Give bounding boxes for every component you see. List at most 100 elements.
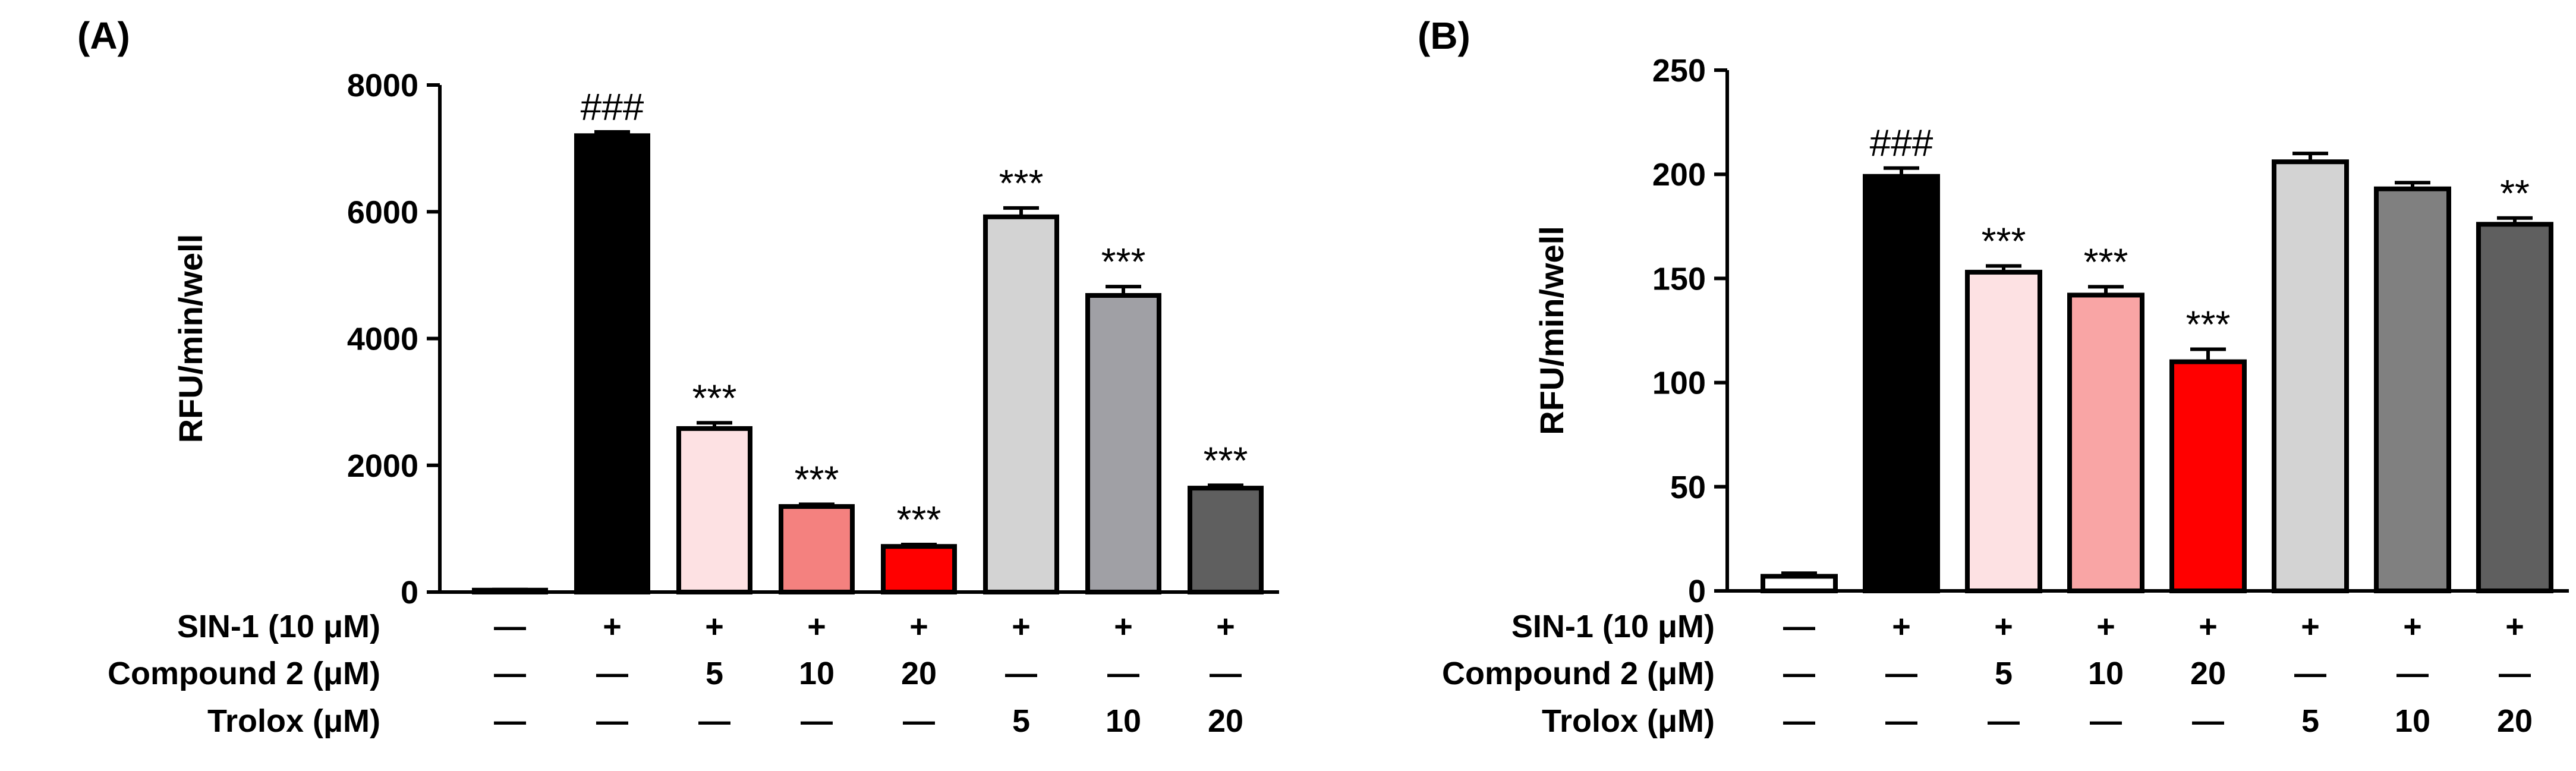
- bar: [1085, 292, 1161, 594]
- condition-cell: —: [903, 703, 935, 739]
- condition-cell: 5: [1995, 656, 2013, 691]
- condition-cell: —: [596, 656, 628, 691]
- condition-cell: +: [2505, 609, 2524, 644]
- bar: [2169, 359, 2247, 593]
- condition-cell: —: [1210, 656, 1242, 691]
- condition-cell: +: [909, 609, 928, 644]
- condition-cell: +: [1892, 609, 1911, 644]
- bar: [881, 544, 957, 594]
- y-tick-label: 50: [1670, 470, 1706, 505]
- bar: [983, 214, 1059, 594]
- condition-cell: +: [603, 609, 622, 644]
- y-axis-label: RFU/min/well: [1533, 226, 1570, 435]
- bar: [2067, 292, 2144, 593]
- condition-cell: 10: [1106, 703, 1141, 739]
- condition-row-label: Trolox (μM): [207, 703, 380, 739]
- significance-label: ***: [2084, 240, 2128, 283]
- condition-cell: —: [596, 703, 628, 739]
- condition-row-label: Compound 2 (μM): [1442, 656, 1715, 691]
- bar: [2374, 186, 2451, 593]
- significance-label: **: [2500, 172, 2530, 215]
- condition-cell: 20: [1208, 703, 1243, 739]
- condition-cell: —: [2397, 656, 2429, 691]
- condition-cell: —: [1783, 609, 1815, 644]
- significance-label: ***: [795, 458, 839, 501]
- condition-cell: —: [1107, 656, 1139, 691]
- significance-label: ***: [2186, 303, 2231, 346]
- condition-cell: —: [1783, 703, 1815, 739]
- condition-cell: —: [2192, 703, 2224, 739]
- condition-cell: —: [1885, 656, 1917, 691]
- panel-a: (A) 0 2000 4000 6000 8000 RFU/min/well ### *** **…: [77, 14, 1279, 739]
- significance-label: ###: [1870, 122, 1933, 165]
- y-tick-label: 0: [1688, 574, 1706, 609]
- condition-cell: —: [698, 703, 730, 739]
- bar: [779, 504, 855, 595]
- condition-cell: —: [494, 609, 526, 644]
- condition-cell: 10: [2395, 703, 2430, 739]
- bar: [2272, 159, 2349, 593]
- bar: [1965, 269, 2042, 593]
- significance-label: ***: [1204, 439, 1248, 482]
- condition-cell: +: [705, 609, 724, 644]
- y-tick-label: 6000: [347, 194, 418, 230]
- condition-cell: 10: [799, 656, 834, 691]
- significance-label: ###: [581, 86, 644, 128]
- y-tick-label: 4000: [347, 322, 418, 357]
- condition-cell: +: [2199, 609, 2218, 644]
- y-tick-label: 2000: [347, 448, 418, 484]
- condition-cell: —: [2499, 656, 2531, 691]
- condition-cell: +: [1114, 609, 1133, 644]
- condition-cell: —: [494, 656, 526, 691]
- bar: [1863, 174, 1940, 594]
- condition-cell: —: [801, 703, 833, 739]
- condition-cell: 20: [901, 656, 937, 691]
- condition-cell: 10: [2088, 656, 2124, 691]
- condition-cell: —: [1988, 703, 2020, 739]
- condition-cell: +: [2301, 609, 2320, 644]
- condition-cell: 5: [2301, 703, 2319, 739]
- y-tick-label: 8000: [347, 68, 418, 103]
- significance-label: ***: [999, 162, 1044, 204]
- y-axis-label: RFU/min/well: [172, 234, 209, 443]
- condition-cell: 20: [2190, 656, 2226, 691]
- condition-row-label: Compound 2 (μM): [108, 656, 380, 691]
- condition-cell: +: [807, 609, 826, 644]
- condition-cell: —: [2294, 656, 2326, 691]
- condition-cell: +: [2403, 609, 2422, 644]
- significance-label: ***: [897, 498, 941, 541]
- y-tick-label: 200: [1652, 157, 1706, 193]
- condition-row-label: SIN-1 (10 μM): [1511, 609, 1715, 644]
- condition-row-label: SIN-1 (10 μM): [177, 609, 380, 644]
- condition-cell: —: [1005, 656, 1037, 691]
- condition-cell: —: [1885, 703, 1917, 739]
- condition-cell: +: [1216, 609, 1235, 644]
- condition-row-label: Trolox (μM): [1542, 703, 1715, 739]
- condition-cell: 5: [1012, 703, 1030, 739]
- bar: [1761, 574, 1838, 593]
- condition-cell: 5: [706, 656, 723, 691]
- y-tick-label: 250: [1652, 53, 1706, 89]
- panel-label: (B): [1418, 14, 1470, 57]
- condition-cell: +: [1012, 609, 1031, 644]
- condition-cell: —: [494, 703, 526, 739]
- y-tick-label: 150: [1652, 261, 1706, 297]
- bar: [676, 426, 752, 594]
- condition-cell: —: [1783, 656, 1815, 691]
- condition-cell: +: [2096, 609, 2115, 644]
- significance-label: ***: [1982, 219, 2026, 262]
- condition-cell: —: [2090, 703, 2122, 739]
- significance-label: ***: [692, 376, 737, 419]
- y-tick-label: 0: [401, 575, 418, 610]
- bar: [574, 133, 650, 595]
- bar: [1188, 486, 1264, 595]
- significance-label: ***: [1101, 240, 1146, 283]
- bar: [2476, 222, 2553, 593]
- bar: [472, 587, 548, 595]
- y-tick-label: 100: [1652, 366, 1706, 401]
- condition-cell: 20: [2497, 703, 2533, 739]
- panel-label: (A): [77, 14, 130, 57]
- condition-cell: +: [1994, 609, 2013, 644]
